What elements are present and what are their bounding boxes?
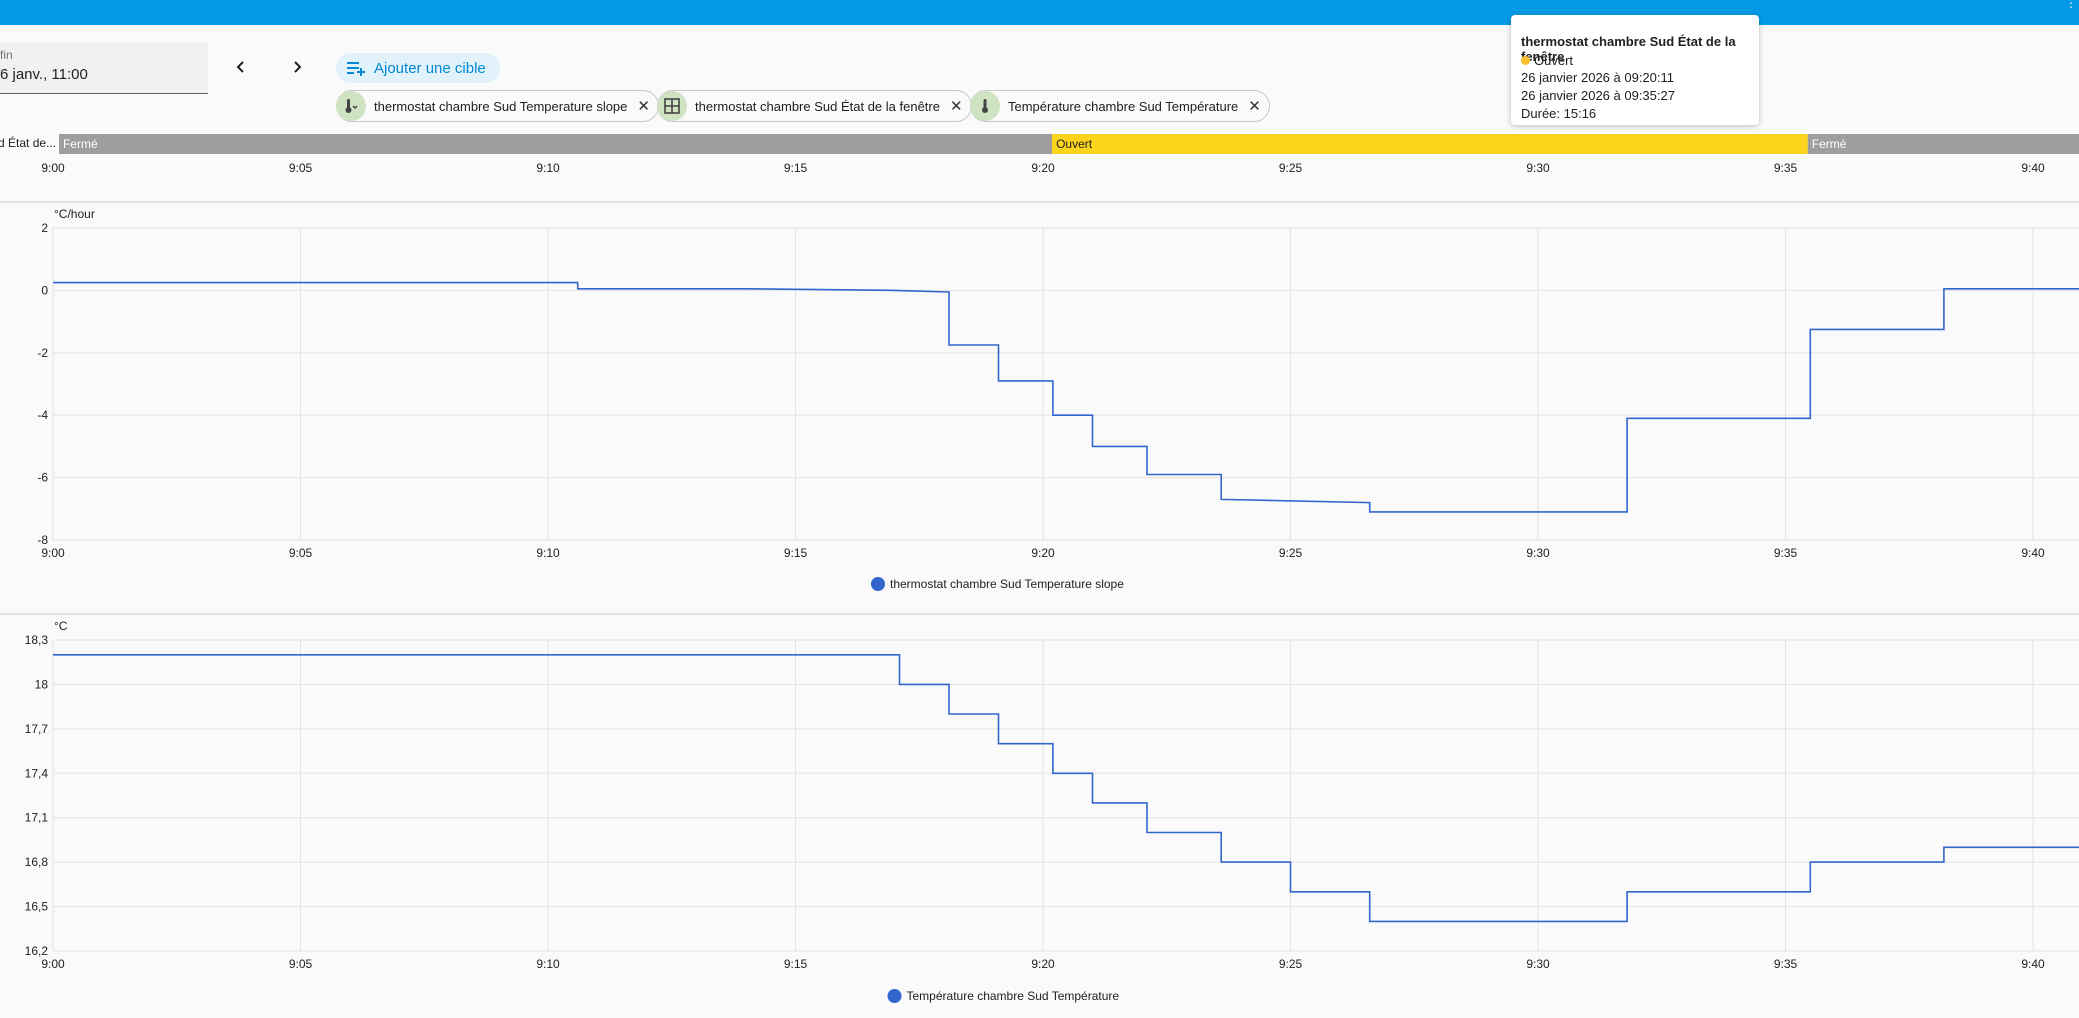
x-tick-label: 9:00	[41, 546, 65, 560]
tooltip-start: 26 janvier 2026 à 09:20:11	[1521, 70, 1674, 85]
playlist-add-icon	[347, 62, 365, 76]
timeline-segment-2[interactable]	[1807, 134, 2079, 154]
remove-chip-icon[interactable]: ✕	[1248, 98, 1261, 115]
timeline-x-tick: 9:25	[1279, 161, 1303, 175]
x-tick-label: 9:20	[1031, 957, 1055, 971]
target-chip-temperature[interactable]: Température chambre Sud Température ✕	[970, 90, 1270, 122]
legend-label: thermostat chambre Sud Temperature slope	[890, 577, 1124, 591]
timeline-x-tick: 9:35	[1774, 161, 1798, 175]
chip-label: thermostat chambre Sud État de la fenêtr…	[695, 98, 940, 114]
series-line-0[interactable]	[53, 654, 2079, 923]
previous-period-button[interactable]	[226, 52, 256, 82]
chip-label: thermostat chambre Sud Temperature slope	[374, 98, 628, 114]
y-tick-label: -6	[37, 471, 48, 485]
timeline-chart[interactable]: d État de... Fermé Ouvert Fermé 9:00 9:05 9:…	[0, 134, 2079, 175]
tooltip-duration: Durée: 15:16	[1521, 106, 1597, 121]
x-tick-label: 9:35	[1774, 957, 1798, 971]
timeline-x-tick: 9:15	[784, 161, 808, 175]
state-dot-icon	[1521, 56, 1530, 65]
y-tick-label: 17,1	[25, 811, 49, 825]
y-tick-label: 16,8	[25, 855, 49, 869]
timeline-tooltip: thermostat chambre Sud État de la fenêtr…	[1511, 15, 1759, 125]
x-tick-label: 9:30	[1526, 546, 1550, 560]
remove-chip-icon[interactable]: ✕	[637, 98, 650, 115]
tooltip-state-label: Ouvert	[1534, 53, 1574, 68]
y-tick-label: 18,3	[25, 633, 49, 647]
x-tick-label: 9:00	[41, 957, 65, 971]
x-tick-label: 9:35	[1774, 546, 1798, 560]
target-chip-window[interactable]: thermostat chambre Sud État de la fenêtr…	[657, 90, 972, 122]
x-tick-label: 9:15	[784, 546, 808, 560]
y-tick-label: -4	[37, 408, 48, 422]
x-tick-label: 9:10	[536, 546, 560, 560]
window-icon	[657, 91, 687, 121]
y-tick-label: 16,2	[25, 944, 49, 958]
timeline-x-tick: 9:05	[289, 161, 313, 175]
timeline-segment-label: Fermé	[1812, 137, 1847, 151]
y-tick-label: 17,4	[25, 766, 49, 780]
x-tick-label: 9:40	[2021, 546, 2045, 560]
end-date-field[interactable]: fin 6 janv., 11:00	[0, 42, 208, 94]
end-date-label: fin	[0, 48, 13, 62]
temperature-chart[interactable]: °C 18,3 18 17,7 17,4 17,1 16,8 16,5 16,29:00 9:05…	[25, 619, 2079, 1003]
timeline-segment-label: Fermé	[63, 137, 98, 151]
timeline-x-tick: 9:10	[536, 161, 560, 175]
remove-chip-icon[interactable]: ✕	[949, 98, 963, 115]
chevron-left-icon	[236, 61, 244, 73]
y-axis-unit: °C	[54, 619, 68, 633]
y-axis-unit: °C/hour	[54, 207, 95, 221]
x-tick-label: 9:10	[536, 957, 560, 971]
x-tick-label: 9:25	[1279, 957, 1303, 971]
timeline-segment-1[interactable]	[1052, 134, 1808, 154]
y-tick-label: -8	[37, 533, 48, 547]
x-tick-label: 9:15	[784, 957, 808, 971]
x-tick-label: 9:20	[1031, 546, 1055, 560]
y-tick-label: -2	[37, 346, 48, 360]
add-target-button[interactable]: Ajouter une cible	[336, 53, 500, 83]
tooltip-title: thermostat chambre Sud État de la fenêtr…	[1521, 34, 1736, 64]
x-tick-label: 9:05	[289, 546, 313, 560]
legend-item[interactable]: thermostat chambre Sud Temperature slope	[871, 577, 1124, 591]
chip-label: Température chambre Sud Température	[1008, 98, 1239, 114]
timeline-x-tick: 9:20	[1031, 161, 1055, 175]
thermometer-trend-icon	[336, 91, 366, 121]
x-tick-label: 9:40	[2021, 957, 2045, 971]
legend-label: Température chambre Sud Température	[907, 989, 1120, 1003]
x-tick-label: 9:25	[1279, 546, 1303, 560]
y-tick-label: 0	[41, 283, 48, 297]
add-target-label: Ajouter une cible	[374, 59, 486, 77]
timeline-segment-label: Ouvert	[1056, 137, 1093, 151]
timeline-x-tick: 9:40	[2021, 161, 2045, 175]
y-tick-label: 16,5	[25, 900, 49, 914]
thermometer-icon	[970, 91, 1000, 121]
tooltip-end: 26 janvier 2026 à 09:35:27	[1521, 88, 1675, 103]
tooltip-state: Ouvert	[1521, 53, 1573, 68]
more-icon[interactable]: ⋮	[2065, 0, 2077, 10]
slope-chart[interactable]: °C/hour 2 0 -2 -4 -6 -89:00 9:05 9:10 9:15 9:20 9:2…	[37, 207, 2079, 591]
timeline-x-tick: 9:00	[41, 161, 65, 175]
legend-marker	[887, 989, 902, 1003]
y-tick-label: 2	[41, 221, 48, 235]
x-tick-label: 9:05	[289, 957, 313, 971]
end-date-value: 6 janv., 11:00	[0, 66, 88, 83]
series-line-0[interactable]	[53, 281, 2079, 513]
y-tick-label: 17,7	[25, 722, 49, 736]
timeline-x-tick: 9:30	[1526, 161, 1550, 175]
timeline-segment-0[interactable]	[59, 134, 1053, 154]
x-tick-label: 9:30	[1526, 957, 1550, 971]
legend-marker	[871, 577, 885, 591]
timeline-entity-label: d État de...	[0, 135, 56, 150]
legend-item[interactable]: Température chambre Sud Température	[887, 989, 1120, 1003]
y-tick-label: 18	[35, 677, 49, 691]
target-chip-slope[interactable]: thermostat chambre Sud Temperature slope…	[336, 90, 659, 122]
chevron-right-icon	[294, 61, 302, 73]
next-period-button[interactable]	[282, 52, 312, 82]
